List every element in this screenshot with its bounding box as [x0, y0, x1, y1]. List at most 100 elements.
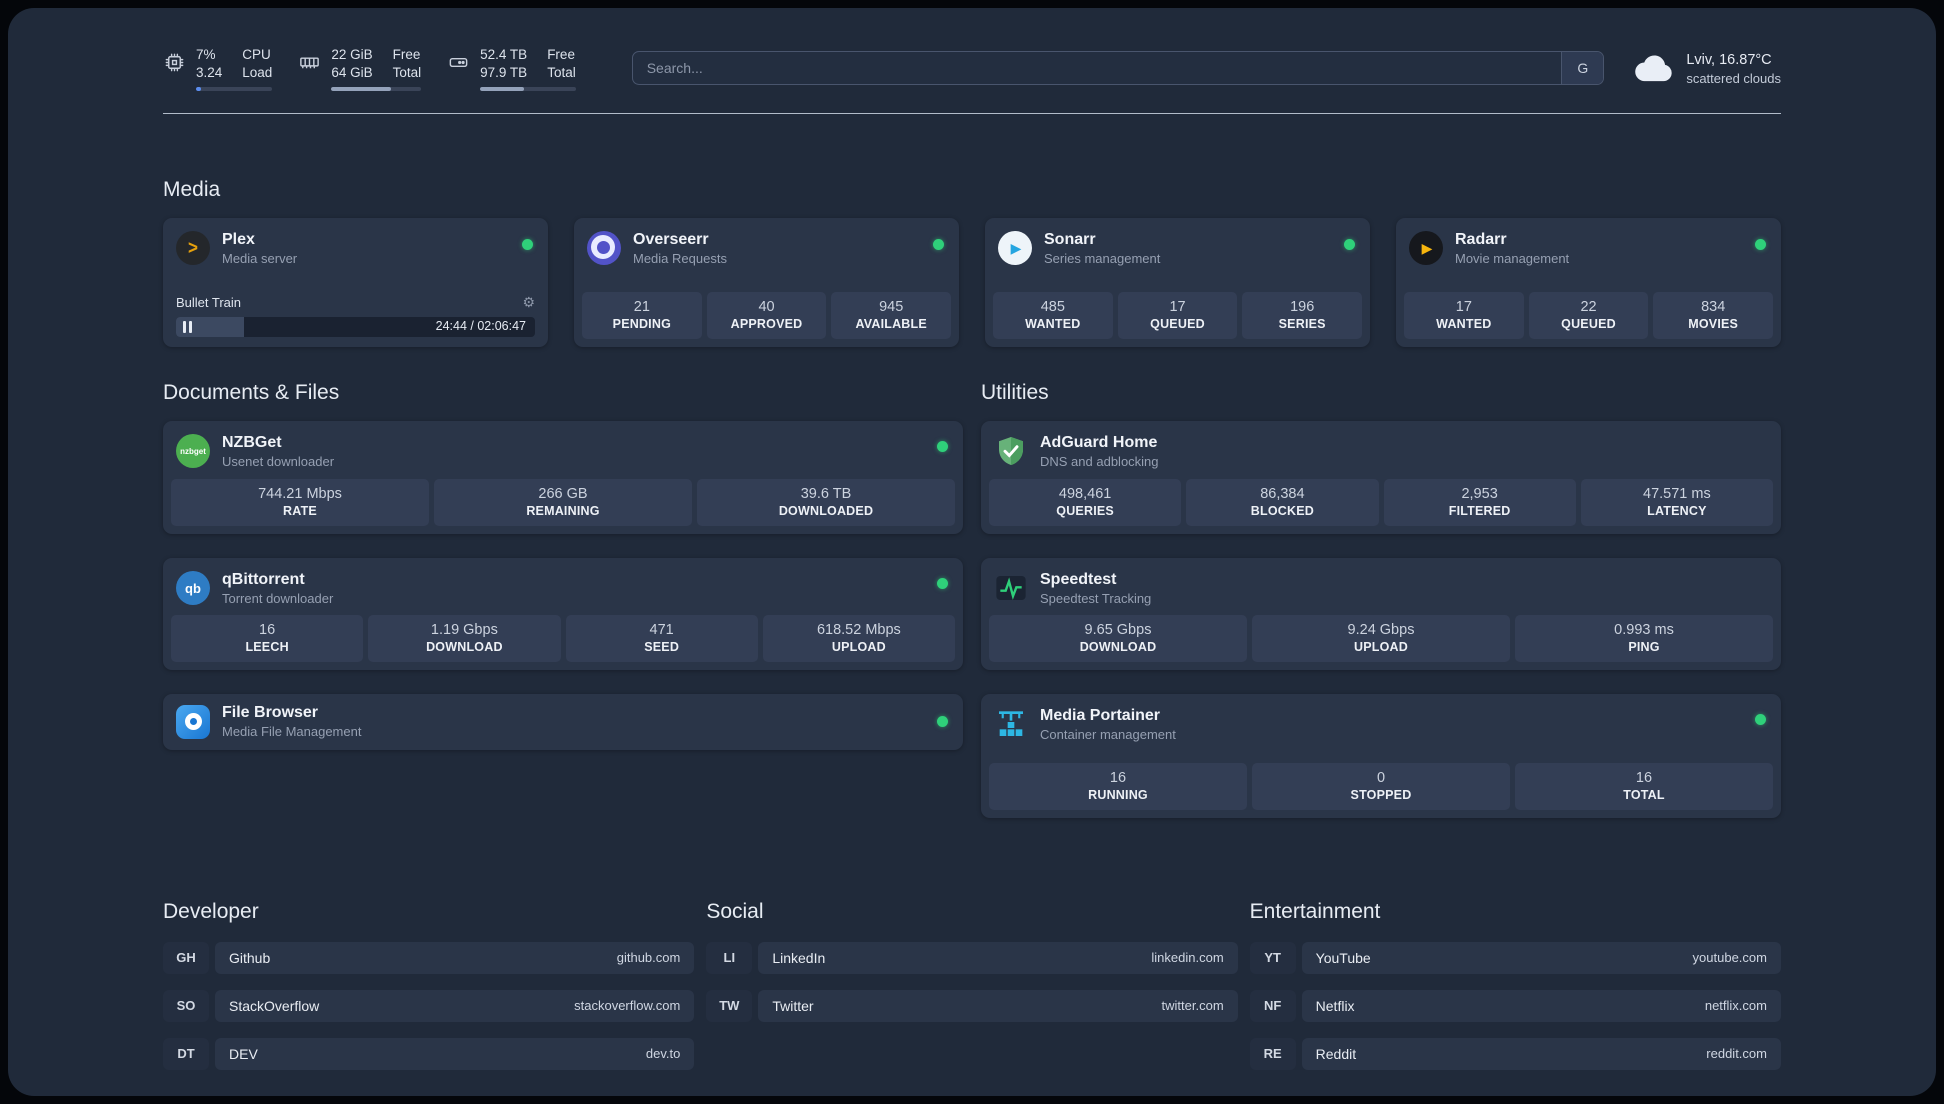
stat-tile: 196 SERIES — [1242, 291, 1363, 339]
app-name: Sonarr — [1044, 230, 1096, 248]
search-engine-button[interactable]: G — [1561, 52, 1604, 85]
adguard-icon — [994, 434, 1028, 468]
stat-tile: 22 QUEUED — [1528, 291, 1649, 339]
nzbget-icon: nzbget — [176, 434, 210, 469]
cpu-meter — [196, 86, 273, 91]
stat-tile: 21 PENDING — [582, 291, 702, 339]
weather-widget: Lviv, 16.87°C scattered clouds — [1634, 51, 1781, 86]
bookmark-abbr: YT — [1249, 941, 1296, 974]
app-card-radarr[interactable]: Radarr Movie management 17 WANTED 22 QUE… — [1396, 217, 1781, 347]
weather-location: Lviv, 16.87°C — [1686, 52, 1772, 69]
app-card-speedtest[interactable]: Speedtest Speedtest Tracking 9.65 Gbps D… — [981, 557, 1781, 670]
stat-tile: 498,461 QUERIES — [989, 478, 1182, 526]
app-card-plex[interactable]: Plex Media server Bullet Train 24:44 / 0… — [163, 217, 548, 347]
app-card-portainer[interactable]: Media Portainer Container management 16 … — [981, 693, 1781, 818]
pause-icon[interactable] — [183, 320, 192, 333]
section-title-utilities: Utilities — [981, 380, 1049, 404]
cpu-load: 3.24 — [196, 64, 223, 80]
memory-total: 64 GiB — [331, 64, 373, 80]
search-input[interactable] — [632, 52, 1562, 85]
bookmark-abbr: SO — [163, 989, 209, 1022]
stat-tile: 16 RUNNING — [989, 762, 1247, 810]
app-card-overseerr[interactable]: Overseerr Media Requests 21 PENDING 40 A… — [574, 217, 959, 347]
stat-value: 945 — [879, 299, 904, 316]
stat-value: 266 GB — [538, 486, 588, 503]
stat-tile: 744.21 Mbps RATE — [171, 478, 429, 526]
stat-tile: 945 AVAILABLE — [831, 291, 952, 339]
stat-label: QUEUED — [1150, 317, 1205, 332]
bookmark-row-linkedin[interactable]: LI LinkedIn linkedin.com — [706, 941, 1238, 974]
playback-time: 24:44 / 02:06:47 — [435, 319, 526, 334]
app-name: Overseerr — [633, 230, 709, 248]
bookmark-row-reddit[interactable]: RE Reddit reddit.com — [1249, 1037, 1781, 1070]
section-title-documents: Documents & Files — [163, 380, 340, 404]
stat-label: DOWNLOAD — [1079, 640, 1157, 655]
stat-value: 744.21 Mbps — [258, 486, 342, 503]
app-subtitle: Series management — [1044, 250, 1161, 266]
app-subtitle: Media server — [222, 250, 298, 266]
app-name: File Browser — [222, 704, 319, 722]
bookmark-url: reddit.com — [1706, 1046, 1767, 1062]
plex-now-playing: Bullet Train 24:44 / 02:06:47 — [176, 294, 535, 337]
bookmark-group-entertainment: Entertainment YT YouTube youtube.com NF … — [1249, 900, 1781, 1086]
bookmark-row-twitter[interactable]: TW Twitter twitter.com — [706, 989, 1238, 1022]
settings-gear-icon[interactable] — [522, 294, 535, 311]
app-card-nzbget[interactable]: nzbget NZBGet Usenet downloader 744.21 M… — [163, 420, 963, 534]
app-card-sonarr[interactable]: Sonarr Series management 485 WANTED 17 Q… — [985, 217, 1370, 347]
stat-label: LEECH — [245, 640, 289, 655]
bookmark-name: YouTube — [1315, 949, 1371, 966]
stat-tile: 2,953 FILTERED — [1383, 478, 1576, 526]
bookmark-name: Reddit — [1315, 1045, 1357, 1062]
bookmark-row-stackoverflow[interactable]: SO StackOverflow stackoverflow.com — [163, 989, 695, 1022]
status-indicator — [1755, 713, 1766, 725]
section-title-developer: Developer — [163, 899, 259, 923]
stat-tile: 16 LEECH — [171, 614, 364, 662]
app-card-filebrowser[interactable]: File Browser Media File Management — [163, 693, 963, 750]
media-cards-row: Plex Media server Bullet Train 24:44 / 0… — [163, 217, 1781, 347]
bookmark-abbr: LI — [706, 941, 753, 974]
app-name: NZBGet — [222, 433, 282, 451]
stat-value: 16 — [1635, 770, 1653, 787]
stat-label: PING — [1628, 640, 1660, 655]
stat-tile: 86,384 BLOCKED — [1186, 478, 1379, 526]
cpu-values: 7% 3.24 — [196, 46, 222, 82]
memory-labels: Free Total — [392, 47, 422, 80]
stat-value: 17 — [1455, 299, 1472, 316]
status-indicator — [522, 238, 533, 250]
playback-progress-bar[interactable]: 24:44 / 02:06:47 — [176, 316, 535, 337]
app-card-adguard[interactable]: AdGuard Home DNS and adblocking 498,461 … — [981, 420, 1781, 534]
stat-tile: 16 TOTAL — [1515, 762, 1773, 810]
storage-total: 97.9 TB — [480, 64, 528, 80]
stat-label: APPROVED — [730, 317, 803, 332]
bookmark-row-dev[interactable]: DT DEV dev.to — [163, 1037, 695, 1070]
memory-icon — [300, 57, 320, 69]
bookmark-row-youtube[interactable]: YT YouTube youtube.com — [1249, 941, 1781, 974]
top-bar: 7% 3.24 CPU Load — [163, 46, 1781, 91]
storage-widget: 52.4 TB 97.9 TB Free Total — [447, 46, 576, 91]
stat-value: 498,461 — [1058, 486, 1112, 503]
status-indicator — [937, 715, 948, 727]
bookmark-name: StackOverflow — [229, 997, 320, 1014]
stat-label: SERIES — [1278, 317, 1326, 332]
cpu-labels: CPU Load — [242, 47, 273, 80]
app-card-qbittorrent[interactable]: qb qBittorrent Torrent downloader 16 LEE… — [163, 557, 963, 670]
stat-value: 39.6 TB — [800, 486, 852, 503]
stat-label: DOWNLOADED — [778, 504, 874, 519]
memory-widget: 22 GiB 64 GiB Free Total — [298, 46, 422, 91]
bookmark-group-social: Social LI LinkedIn linkedin.com TW Twitt… — [706, 900, 1238, 1086]
stat-tile: 618.52 Mbps UPLOAD — [762, 614, 955, 662]
bookmark-row-netflix[interactable]: NF Netflix netflix.com — [1249, 989, 1781, 1022]
stat-label: UPLOAD — [831, 640, 886, 655]
stat-label: WANTED — [1025, 317, 1081, 332]
stat-tile: 17 QUEUED — [1117, 291, 1238, 339]
bookmark-name: Github — [229, 949, 271, 966]
bookmark-row-github[interactable]: GH Github github.com — [163, 941, 695, 974]
app-name: AdGuard Home — [1040, 433, 1158, 451]
stat-value: 618.52 Mbps — [816, 622, 901, 639]
qbittorrent-icon: qb — [176, 571, 210, 606]
stat-label: QUEUED — [1561, 317, 1616, 332]
stat-label: QUERIES — [1056, 504, 1114, 519]
dashboard-page: 7% 3.24 CPU Load — [8, 8, 1936, 1096]
stat-value: 47.571 ms — [1643, 486, 1711, 503]
stat-value: 0 — [1376, 770, 1386, 787]
